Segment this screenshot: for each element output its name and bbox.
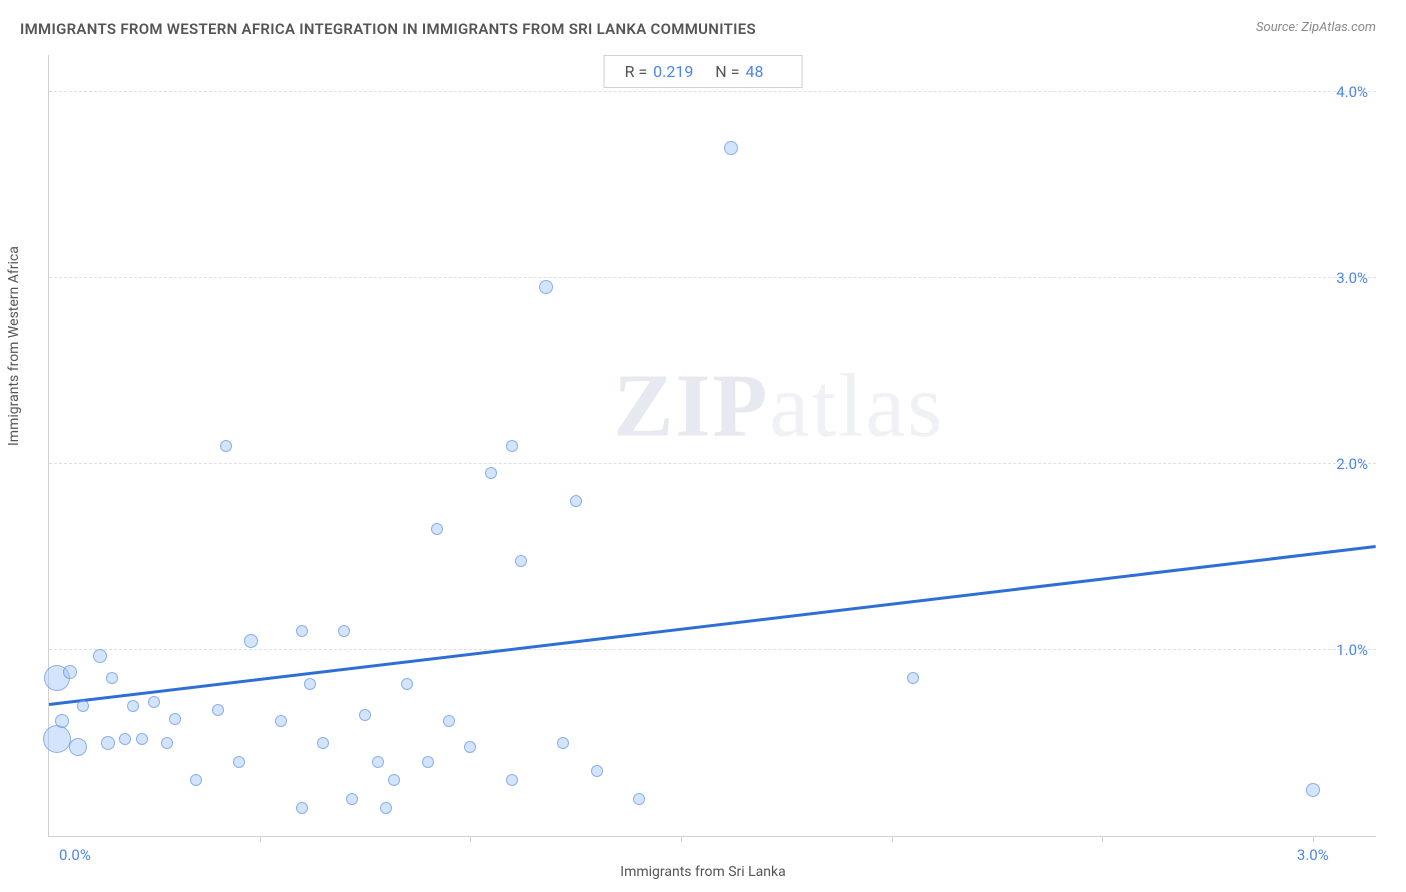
data-point [485, 467, 497, 479]
data-point [161, 737, 173, 749]
r-value: 0.219 [653, 62, 693, 81]
data-point [169, 713, 181, 725]
data-point [63, 665, 77, 679]
r-label: R = [625, 62, 648, 81]
data-point [244, 634, 258, 648]
data-point [136, 733, 148, 745]
data-point [724, 141, 738, 155]
data-point [304, 678, 316, 690]
data-point [77, 700, 89, 712]
data-point [233, 756, 245, 768]
gridline [49, 649, 1376, 650]
y-tick-label: 1.0% [1336, 641, 1368, 659]
data-point [55, 714, 69, 728]
chart-title: IMMIGRANTS FROM WESTERN AFRICA INTEGRATI… [20, 20, 756, 38]
data-point [106, 672, 118, 684]
data-point [388, 774, 400, 786]
data-point [515, 555, 527, 567]
watermark: ZIPatlas [613, 355, 944, 458]
scatter-plot: ZIPatlas 1.0%2.0%3.0%4.0%0.0%3.0% [48, 55, 1376, 837]
x-tick [1102, 836, 1103, 842]
data-point [127, 700, 139, 712]
source-label: Source: ZipAtlas.com [1256, 20, 1376, 35]
x-tick [1313, 836, 1314, 842]
x-tick-label: 0.0% [59, 846, 91, 864]
data-point [317, 737, 329, 749]
data-point [212, 704, 224, 716]
x-axis-label: Immigrants from Sri Lanka [620, 864, 785, 880]
data-point [43, 725, 71, 753]
x-tick [260, 836, 261, 842]
n-label: N = [715, 62, 739, 81]
data-point [557, 737, 569, 749]
data-point [119, 733, 131, 745]
data-point [464, 741, 476, 753]
watermark-bold: ZIP [613, 357, 769, 456]
x-tick [681, 836, 682, 842]
gridline [49, 277, 1376, 278]
data-point [506, 440, 518, 452]
data-point [907, 672, 919, 684]
y-tick-label: 4.0% [1336, 83, 1368, 101]
data-point [296, 802, 308, 814]
stats-box: R = 0.219 N = 48 [604, 55, 803, 88]
data-point [346, 793, 358, 805]
y-axis-label: Immigrants from Western Africa [6, 246, 22, 446]
data-point [148, 696, 160, 708]
data-point [422, 756, 434, 768]
data-point [372, 756, 384, 768]
x-tick-label: 3.0% [1297, 846, 1329, 864]
data-point [101, 736, 115, 750]
data-point [443, 715, 455, 727]
data-point [190, 774, 202, 786]
y-tick-label: 3.0% [1336, 269, 1368, 287]
y-tick-label: 2.0% [1336, 455, 1368, 473]
data-point [220, 440, 232, 452]
data-point [431, 523, 443, 535]
trendline [49, 545, 1376, 706]
gridline [49, 91, 1376, 92]
data-point [633, 793, 645, 805]
data-point [401, 678, 413, 690]
data-point [338, 625, 350, 637]
data-point [591, 765, 603, 777]
data-point [93, 649, 107, 663]
data-point [506, 774, 518, 786]
data-point [359, 709, 371, 721]
n-value: 48 [745, 62, 763, 81]
data-point [380, 802, 392, 814]
data-point [275, 715, 287, 727]
data-point [296, 625, 308, 637]
data-point [570, 495, 582, 507]
x-tick [892, 836, 893, 842]
data-point [1306, 783, 1320, 797]
gridline [49, 463, 1376, 464]
watermark-rest: atlas [769, 357, 944, 456]
data-point [69, 738, 87, 756]
data-point [539, 280, 553, 294]
x-tick [470, 836, 471, 842]
